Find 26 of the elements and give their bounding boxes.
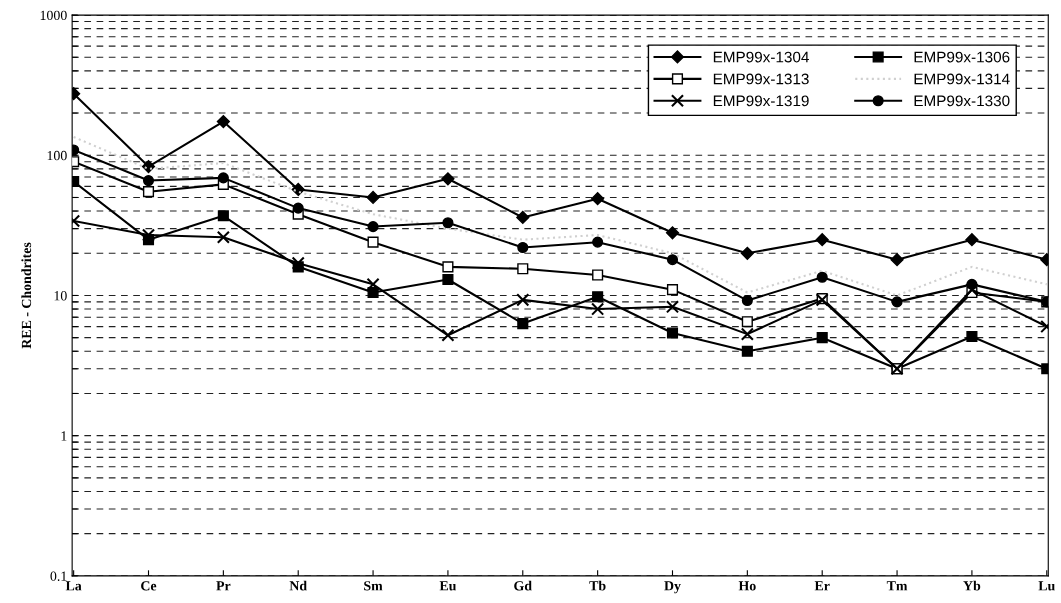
legend-label: EMP99x-1314 [914,73,1010,85]
legend-label: EMP99x-1304 [713,51,809,63]
y-axis-title: REE - Chondrites [21,242,32,349]
x-tick-label: Er [814,581,830,591]
x-tick-label: Tb [589,580,606,591]
y-tick-label: 10 [54,291,67,301]
x-tick-label: Yb [963,580,981,591]
x-tick-label: La [65,581,82,591]
x-tick-label: Lu [1038,581,1055,591]
y-tick-label: 1000 [40,10,67,21]
x-tick-label: Sm [364,581,383,591]
x-tick-label: Dy [664,581,681,594]
legend-label: EMP99x-1306 [914,51,1010,63]
y-tick-label: 0.1 [50,571,67,581]
x-tick-label: Ho [738,581,756,591]
x-tick-label: Gd [514,580,532,591]
x-tick-label: Ce [141,581,157,591]
x-tick-label: Eu [439,581,457,591]
x-tick-label: Tm [886,581,908,591]
x-tick-label: Nd [289,580,307,591]
y-tick-label: 100 [47,150,67,161]
legend-label: EMP99x-1319 [713,95,809,107]
legend-label: EMP99x-1330 [914,95,1010,107]
x-tick-label: Pr [216,581,231,591]
y-tick-label: 1 [61,431,67,441]
legend-label: EMP99x-1313 [713,73,809,85]
